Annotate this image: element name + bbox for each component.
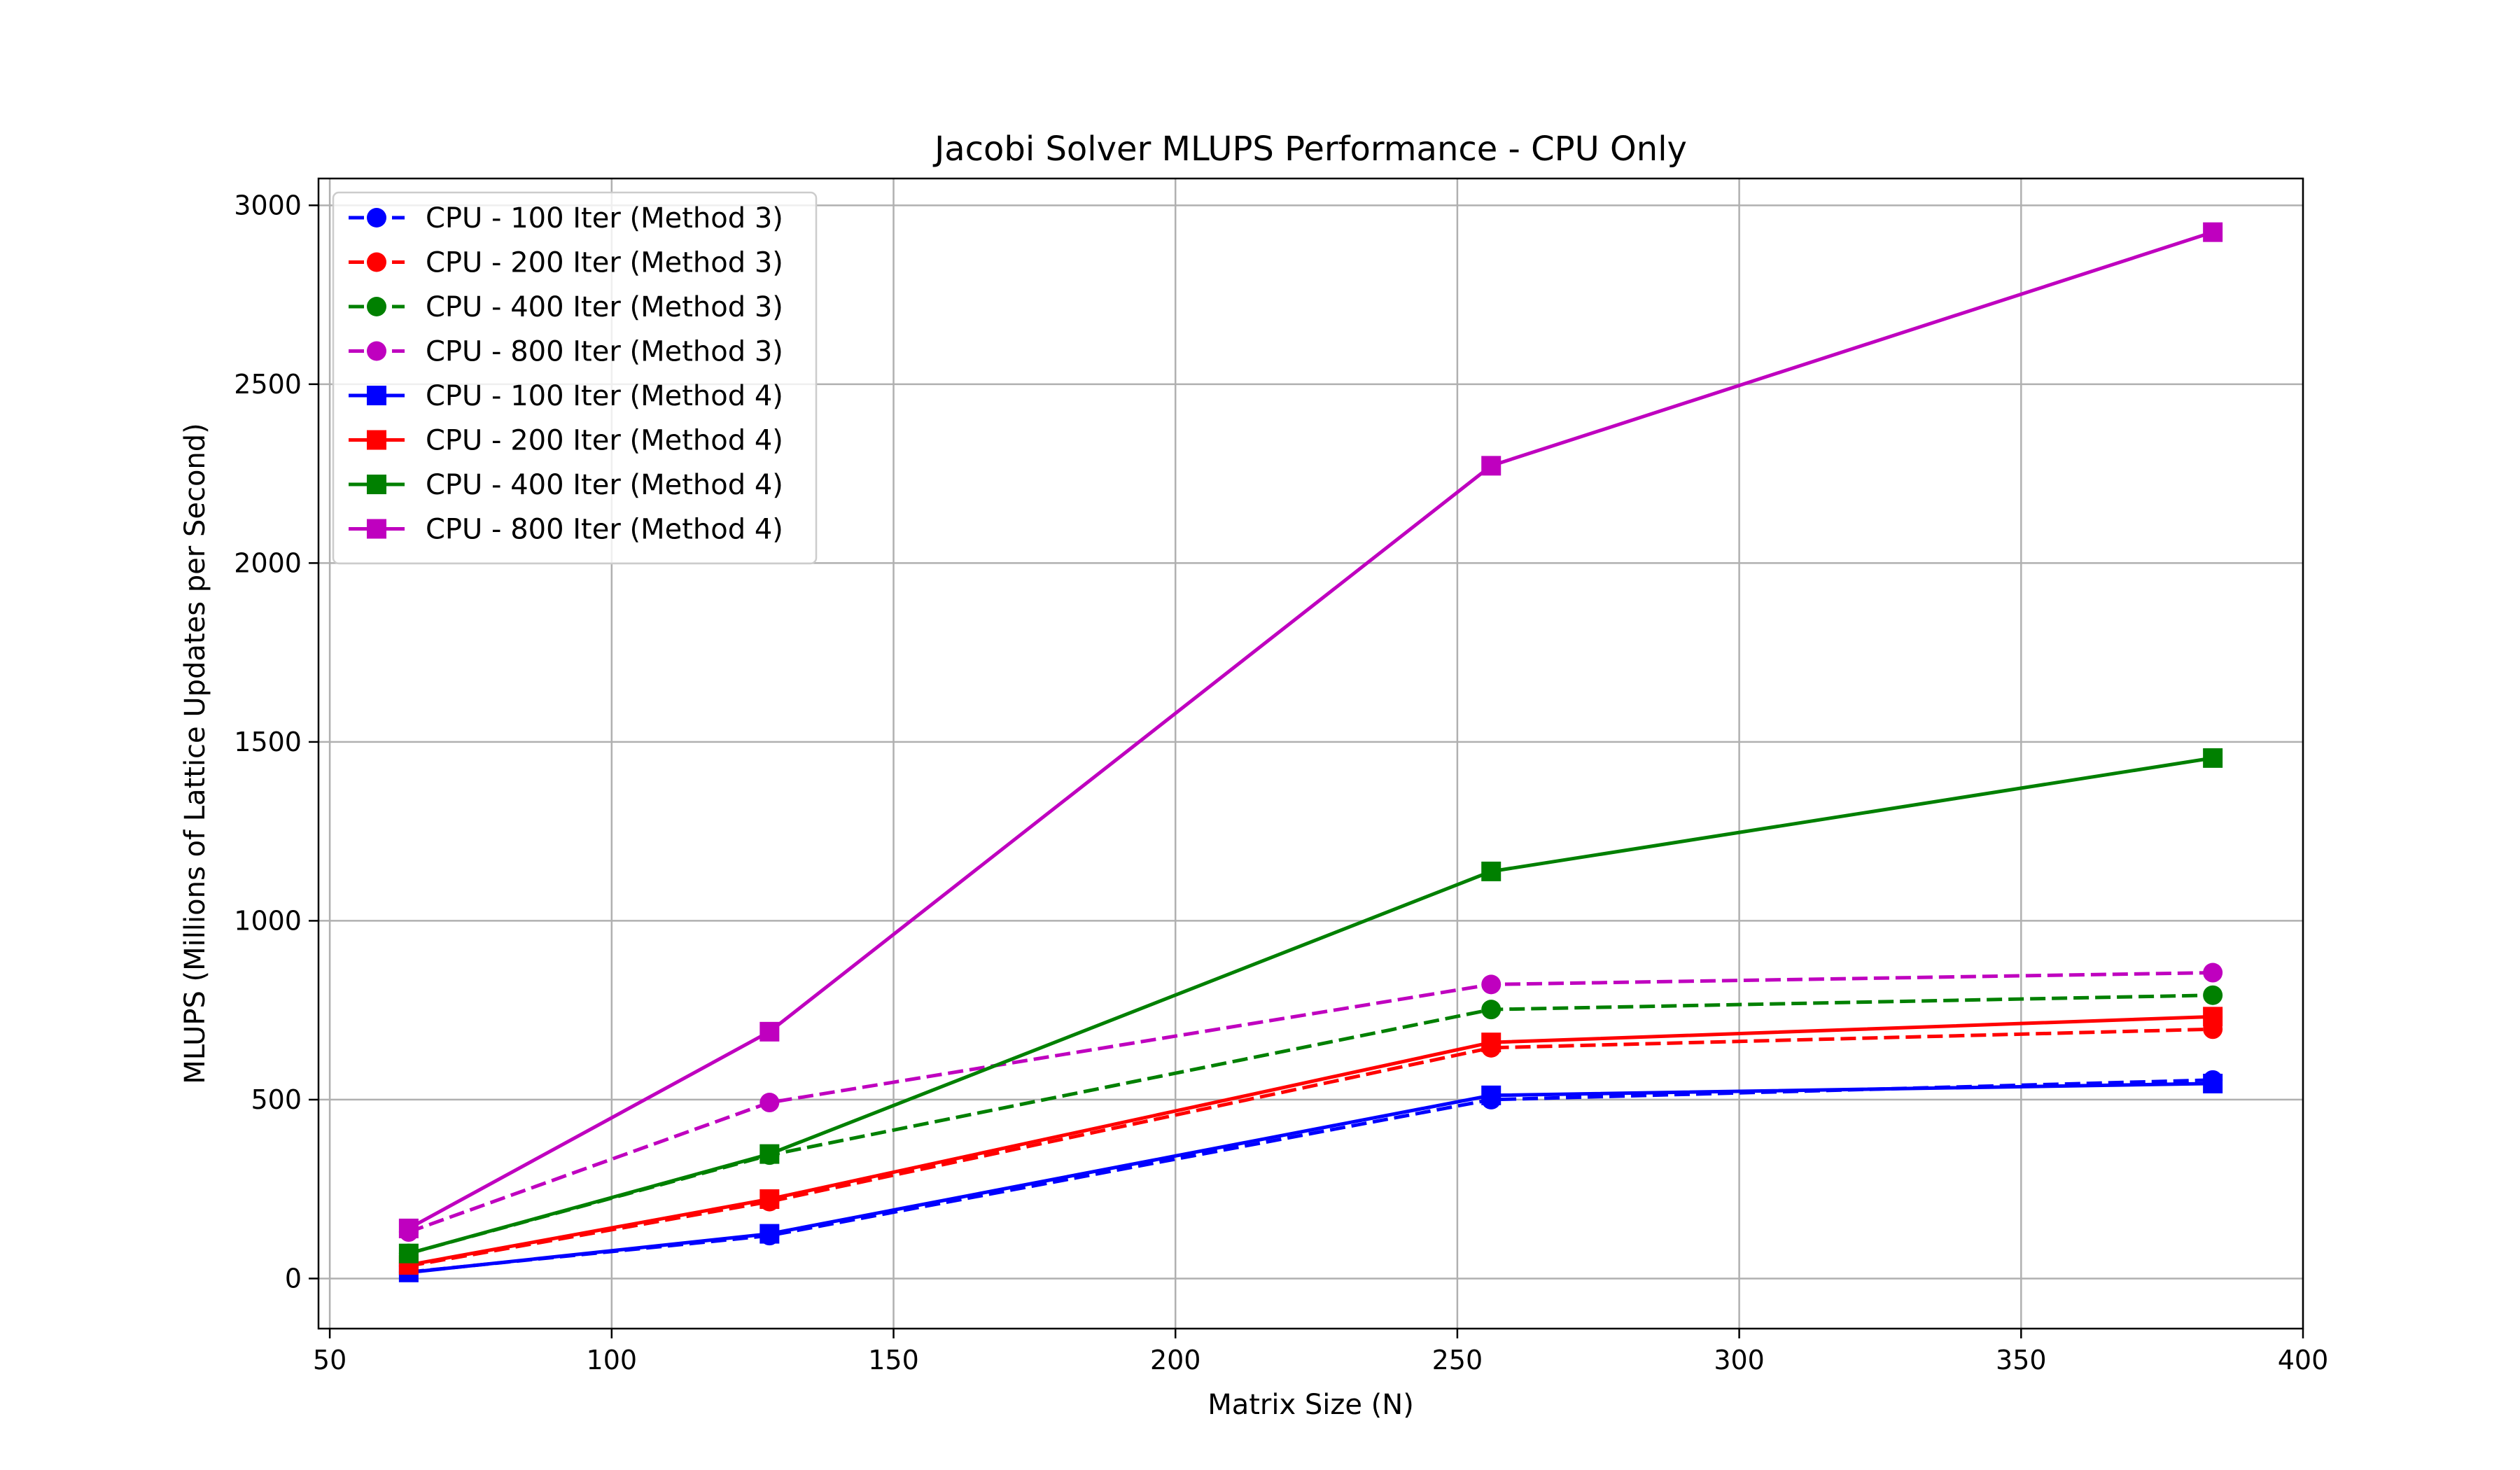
legend-entry: CPU - 100 Iter (Method 3) (349, 202, 783, 234)
legend-label: CPU - 100 Iter (Method 3) (426, 202, 783, 234)
series-line (408, 971, 2213, 1234)
legend-entry: CPU - 100 Iter (Method 4) (349, 380, 783, 412)
legend-entry: CPU - 800 Iter (Method 4) (349, 514, 783, 546)
ticks: 50 100 150 200 250 300 350 400 0 500 1000 1500 2000 2… (234, 190, 2328, 1376)
x-tick-label: 400 (2278, 1345, 2329, 1376)
legend-label: CPU - 200 Iter (Method 3) (426, 247, 783, 279)
legend: CPU - 100 Iter (Method 3) CPU - 200 Iter … (332, 191, 818, 565)
data-point (1481, 1032, 1502, 1053)
x-tick-label: 150 (868, 1345, 919, 1376)
data-point (2203, 748, 2223, 768)
x-tick-label: 350 (1996, 1345, 2047, 1376)
plot-frame (317, 177, 2304, 1330)
data-point (398, 1218, 419, 1238)
data-point (760, 1021, 780, 1042)
series-line (407, 230, 2213, 1231)
data-point (1481, 861, 1502, 881)
x-tick-label: 200 (1150, 1345, 1201, 1376)
legend-entry: CPU - 400 Iter (Method 3) (349, 291, 783, 323)
series-line (408, 1082, 2213, 1275)
y-tick-label: 500 (251, 1084, 302, 1115)
data-point (2203, 1073, 2223, 1093)
data-point (2203, 962, 2223, 983)
x-tick-label: 100 (587, 1345, 638, 1376)
data-point (2203, 222, 2223, 242)
legend-marker (367, 297, 386, 316)
x-axis-label: Matrix Size (N) (1208, 1389, 1414, 1421)
data-point (1481, 974, 1502, 995)
series-line (408, 1027, 2213, 1268)
legend-marker (367, 252, 386, 272)
x-tick-label: 250 (1432, 1345, 1483, 1376)
data-point (1481, 1085, 1502, 1105)
legend-marker (367, 430, 386, 450)
y-tick-label: 2000 (234, 547, 302, 578)
x-tick-label: 50 (313, 1345, 346, 1376)
legend-marker (367, 519, 386, 539)
y-tick-label: 1000 (234, 905, 302, 936)
y-tick-label: 2500 (234, 369, 302, 400)
y-tick-label: 1500 (234, 727, 302, 757)
data-point (398, 1243, 419, 1264)
legend-label: CPU - 400 Iter (Method 3) (426, 291, 783, 323)
series-line (408, 1014, 2213, 1267)
data-point (760, 1189, 780, 1210)
legend-entry: CPU - 200 Iter (Method 3) (349, 247, 783, 279)
legend-marker (367, 341, 386, 361)
y-tick-label: 3000 (234, 190, 302, 220)
series-6 (398, 1007, 2223, 1275)
data-point (760, 1093, 780, 1113)
legend-label: CPU - 200 Iter (Method 4) (426, 425, 783, 457)
legend-marker (367, 386, 386, 405)
legend-box (332, 191, 818, 565)
legend-entry: CPU - 400 Iter (Method 4) (349, 469, 783, 501)
data-point (2203, 985, 2223, 1005)
data-point (1481, 1000, 1502, 1020)
legend-entry: CPU - 800 Iter (Method 3) (349, 336, 783, 368)
series-7 (398, 748, 2223, 1264)
data-point (1481, 456, 1502, 476)
series-8 (398, 222, 2223, 1238)
legend-label: CPU - 100 Iter (Method 4) (426, 380, 783, 412)
legend-marker (367, 208, 386, 227)
data-point (2203, 1007, 2223, 1027)
legend-marker (367, 475, 386, 494)
y-tick-label: 0 (285, 1263, 302, 1294)
chart-title: Jacobi Solver MLUPS Performance - CPU On… (932, 130, 1687, 169)
series-line (408, 756, 2213, 1256)
legend-label: CPU - 800 Iter (Method 3) (426, 336, 783, 368)
data-point (760, 1144, 780, 1164)
legend-label: CPU - 800 Iter (Method 4) (426, 514, 783, 546)
series-layer (398, 222, 2223, 1282)
legend-entry: CPU - 200 Iter (Method 4) (349, 425, 783, 457)
legend-label: CPU - 400 Iter (Method 4) (426, 469, 783, 501)
x-tick-label: 300 (1714, 1345, 1765, 1376)
data-point (760, 1224, 780, 1244)
y-axis-label: MLUPS (Millions of Lattice Updates per S… (179, 423, 211, 1084)
